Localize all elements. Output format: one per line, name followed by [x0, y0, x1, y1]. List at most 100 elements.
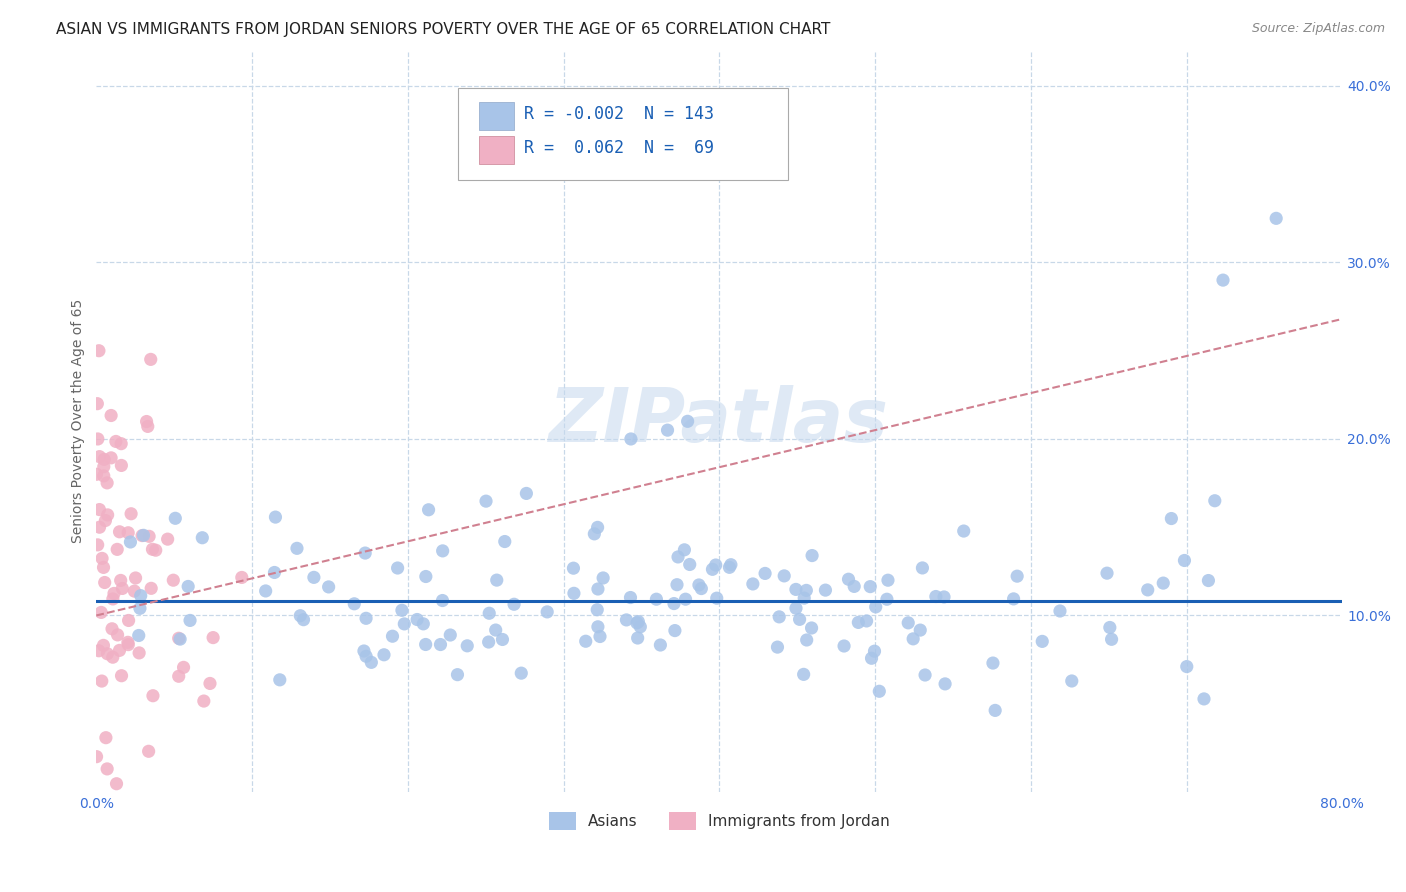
- Point: [96, 475, 118, 490]
- Point: [1212, 273, 1234, 287]
- Text: ZIPatlas: ZIPatlas: [550, 384, 890, 458]
- Point: [1049, 604, 1071, 618]
- Point: [129, 589, 152, 603]
- Point: [290, 608, 312, 623]
- Point: [179, 614, 201, 628]
- Point: [120, 507, 142, 521]
- Point: [124, 584, 146, 599]
- Point: [1136, 582, 1159, 597]
- Point: [800, 621, 823, 635]
- Point: [666, 549, 689, 564]
- Point: [619, 591, 641, 605]
- Point: [586, 582, 609, 596]
- Point: [285, 541, 308, 556]
- Point: [768, 610, 790, 624]
- Point: [86, 538, 108, 552]
- Point: [93, 575, 115, 590]
- Point: [353, 644, 375, 658]
- Point: [754, 566, 776, 581]
- Point: [104, 434, 127, 449]
- Point: [110, 458, 132, 473]
- Point: [1098, 620, 1121, 634]
- Point: [793, 591, 815, 606]
- Point: [90, 606, 112, 620]
- Text: ASIAN VS IMMIGRANTS FROM JORDAN SENIORS POVERTY OVER THE AGE OF 65 CORRELATION C: ASIAN VS IMMIGRANTS FROM JORDAN SENIORS …: [56, 22, 831, 37]
- Point: [690, 582, 713, 596]
- Legend: Asians, Immigrants from Jordan: Asians, Immigrants from Jordan: [543, 806, 896, 836]
- Point: [628, 620, 651, 634]
- Point: [292, 613, 315, 627]
- Point: [814, 583, 837, 598]
- Point: [86, 749, 108, 764]
- Point: [202, 631, 225, 645]
- Point: [491, 632, 513, 647]
- Point: [925, 590, 948, 604]
- Point: [1005, 569, 1028, 583]
- Point: [87, 432, 110, 446]
- Point: [702, 562, 724, 576]
- Point: [773, 569, 796, 583]
- Point: [105, 542, 128, 557]
- Point: [627, 631, 650, 645]
- Point: [914, 668, 936, 682]
- Point: [494, 534, 516, 549]
- Point: [96, 762, 118, 776]
- Point: [796, 583, 818, 598]
- Point: [93, 459, 115, 474]
- Point: [741, 577, 763, 591]
- Point: [169, 632, 191, 647]
- Point: [141, 582, 163, 596]
- Point: [1060, 673, 1083, 688]
- Point: [373, 648, 395, 662]
- Point: [93, 452, 115, 467]
- Point: [120, 535, 142, 549]
- Point: [124, 571, 146, 585]
- Point: [984, 703, 1007, 717]
- Point: [865, 599, 887, 614]
- Point: [128, 646, 150, 660]
- Point: [360, 656, 382, 670]
- Point: [415, 638, 437, 652]
- Point: [910, 623, 932, 637]
- Point: [837, 572, 859, 586]
- Point: [87, 644, 110, 658]
- Point: [381, 629, 404, 643]
- Text: R = -0.002  N = 143: R = -0.002 N = 143: [523, 104, 714, 123]
- Point: [173, 660, 195, 674]
- Point: [110, 574, 132, 588]
- Point: [666, 577, 689, 591]
- Point: [432, 593, 454, 607]
- Point: [264, 510, 287, 524]
- Point: [117, 635, 139, 649]
- Point: [432, 544, 454, 558]
- Point: [657, 423, 679, 437]
- Point: [138, 529, 160, 543]
- Point: [1192, 692, 1215, 706]
- Point: [485, 573, 508, 587]
- Point: [592, 571, 614, 585]
- Point: [89, 450, 111, 464]
- Point: [101, 622, 124, 636]
- Point: [589, 630, 612, 644]
- Point: [193, 694, 215, 708]
- Point: [108, 643, 131, 657]
- Point: [679, 558, 702, 572]
- Point: [855, 614, 877, 628]
- Point: [704, 558, 727, 572]
- Point: [1175, 659, 1198, 673]
- Point: [89, 502, 111, 516]
- Point: [110, 436, 132, 450]
- Point: [412, 616, 434, 631]
- Point: [101, 650, 124, 665]
- Point: [198, 676, 221, 690]
- Point: [860, 651, 883, 665]
- Point: [108, 524, 131, 539]
- Point: [100, 409, 122, 423]
- Point: [191, 531, 214, 545]
- Point: [627, 615, 650, 629]
- Bar: [479, 136, 513, 164]
- Point: [478, 607, 501, 621]
- Point: [789, 612, 811, 626]
- Point: [141, 542, 163, 557]
- Point: [145, 543, 167, 558]
